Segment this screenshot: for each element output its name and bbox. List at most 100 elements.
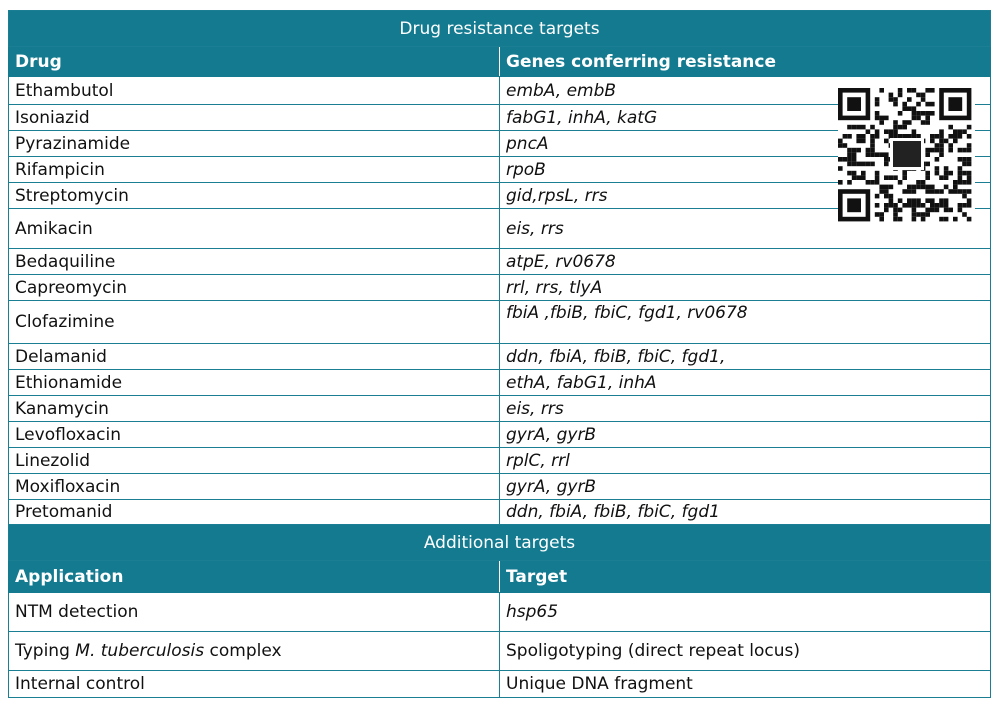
qr-module: [957, 175, 963, 180]
qr-module: [916, 198, 921, 203]
table-cell: Clofazimine: [8, 300, 500, 344]
qr-module: [879, 88, 884, 93]
qr-module: [957, 189, 963, 194]
qr-module: [916, 203, 921, 208]
qr-module: [966, 161, 972, 167]
qr-module: [893, 212, 898, 217]
qr-module: [888, 184, 894, 190]
table-row: Pretomanid ddn, fbiA, fbiB, fbiC, fgd1: [8, 499, 991, 525]
qr-module: [861, 175, 866, 180]
table-cell: rrl, rrs, tlyA: [499, 274, 991, 301]
qr-module: [911, 189, 917, 194]
column-header: Target: [499, 560, 991, 593]
qr-module: [939, 189, 944, 194]
qr-module: [966, 216, 972, 222]
qr-module: [893, 120, 898, 125]
qr-module: [902, 134, 907, 139]
qr-module: [865, 180, 871, 185]
qr-module: [879, 216, 884, 222]
qr-module: [893, 97, 898, 102]
qr-module: [870, 124, 875, 130]
table-cell: Ethionamide: [8, 369, 500, 396]
qr-module: [934, 147, 940, 153]
qr-module: [948, 170, 953, 176]
qr-module: [902, 120, 907, 125]
qr-module: [911, 184, 917, 190]
qr-module: [962, 189, 967, 194]
qr-module: [925, 147, 930, 153]
qr-module: [902, 101, 907, 107]
qr-module: [939, 198, 944, 203]
cell-text-part: complex: [204, 641, 282, 661]
qr-module: [847, 180, 852, 185]
qr-module: [930, 203, 935, 208]
qr-module: [911, 111, 917, 116]
qr-module: [842, 143, 848, 148]
qr-module: [865, 129, 871, 134]
qr-module: [884, 175, 889, 180]
qr-module: [939, 134, 944, 139]
qr-module: [902, 203, 907, 208]
column-header: Application: [8, 560, 500, 593]
qr-module: [861, 170, 866, 176]
qr-module: [902, 106, 907, 111]
qr-module: [897, 180, 903, 185]
qr-module: [851, 157, 857, 162]
qr-module: [911, 203, 917, 208]
qr-module: [962, 212, 967, 217]
qr-module: [925, 120, 930, 125]
qr-module: [939, 175, 944, 180]
qr-module: [851, 170, 857, 176]
qr-module: [957, 134, 963, 139]
qr-module: [925, 111, 930, 116]
qr-module: [888, 92, 894, 98]
qr-module: [911, 134, 917, 139]
qr-module: [911, 106, 917, 111]
table-cell: ddn, fbiA, fbiB, fbiC, fgd1: [499, 499, 991, 525]
qr-module: [897, 111, 903, 116]
qr-module: [925, 198, 930, 203]
qr-module: [920, 203, 926, 208]
qr-module: [966, 170, 972, 176]
qr-module: [888, 129, 894, 134]
qr-module: [920, 120, 926, 125]
qr-module: [874, 180, 880, 185]
qr-module: [911, 207, 917, 213]
qr-module: [870, 134, 875, 139]
qr-module: [847, 147, 852, 153]
qr-module: [851, 152, 857, 157]
qr-module: [916, 115, 921, 121]
table-cell: Rifampicin: [8, 156, 500, 183]
qr-module: [856, 124, 861, 130]
qr-module: [893, 129, 898, 134]
qr-module: [920, 180, 926, 185]
table-row: Amikacin eis, rrs: [8, 208, 991, 249]
qr-module: [879, 120, 884, 125]
qr-module: [856, 161, 861, 167]
qr-module: [874, 170, 880, 176]
qr-module: [865, 152, 871, 157]
qr-module: [966, 203, 972, 208]
qr-module: [957, 157, 963, 162]
qr-module: [838, 157, 843, 162]
qr-module: [888, 134, 894, 139]
qr-module: [966, 143, 972, 148]
qr-module: [934, 157, 940, 162]
table-row: Streptomycin gid,rpsL, rrs: [8, 182, 991, 209]
table-cell: gyrA, gyrB: [499, 473, 991, 500]
qr-module: [879, 184, 884, 190]
qr-module: [920, 111, 926, 116]
qr-module: [930, 207, 935, 213]
table-cell: Capreomycin: [8, 274, 500, 301]
qr-module: [916, 134, 921, 139]
cell-text-part: Typing: [15, 641, 76, 661]
table-row: Ethionamide ethA, fabG1, inhA: [8, 369, 991, 396]
qr-module: [879, 189, 884, 194]
qr-module: [874, 152, 880, 157]
qr-module: [884, 138, 889, 144]
qr-module: [897, 198, 903, 203]
qr-module: [851, 147, 857, 153]
qr-module: [966, 157, 972, 162]
qr-module: [953, 129, 958, 134]
table-row: Typing M. tuberculosis complex Spoligotyp…: [8, 631, 991, 671]
